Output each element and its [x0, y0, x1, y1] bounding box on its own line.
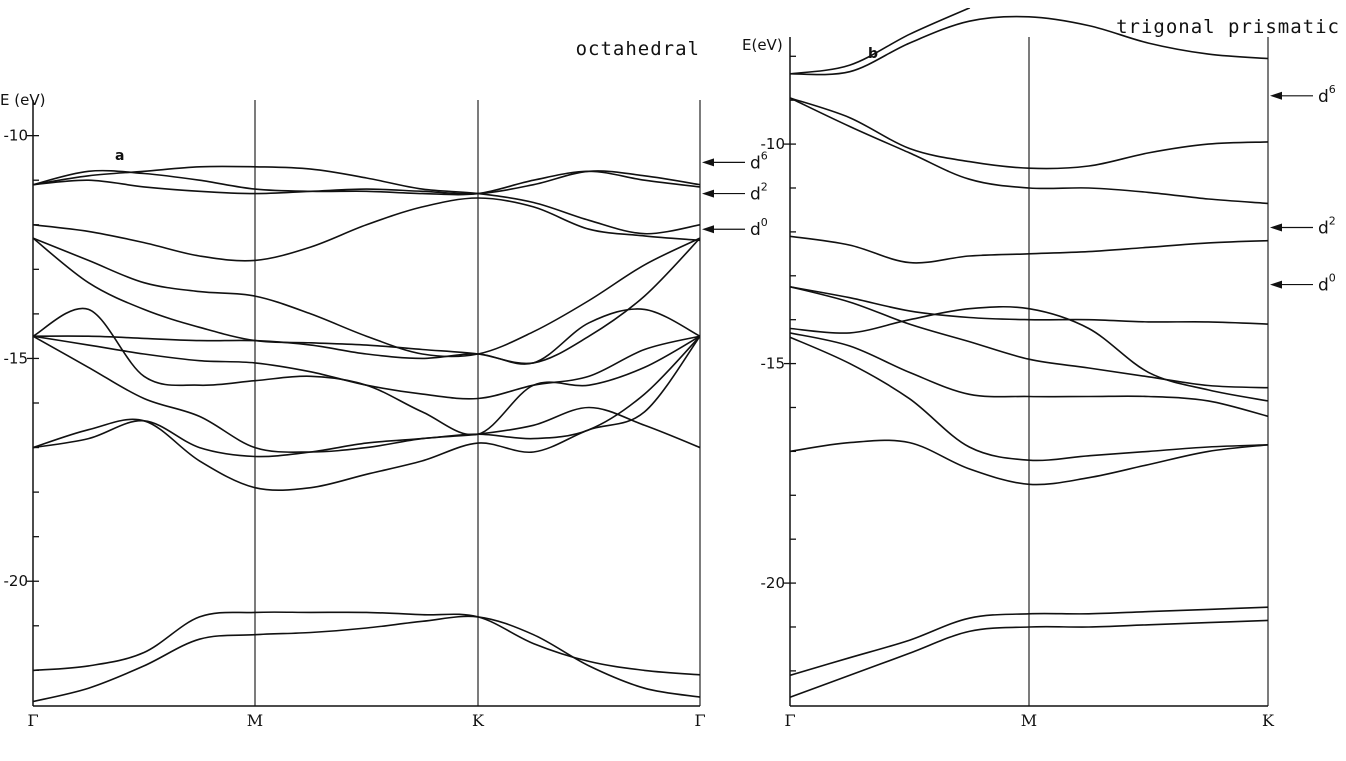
- arrow-head-icon: [1270, 280, 1282, 289]
- energy-band: [33, 308, 700, 365]
- y-axis-label: E(eV): [742, 36, 783, 54]
- energy-band: [33, 335, 700, 453]
- electron-count-label: d0: [1318, 272, 1336, 296]
- energy-band: [790, 97, 1268, 205]
- energy-band: [790, 336, 1268, 462]
- panel-title: trigonal prismatic: [1116, 16, 1340, 38]
- energy-band: [33, 615, 700, 703]
- k-point-label: M: [247, 711, 263, 730]
- y-axis-label: E (eV): [0, 91, 45, 109]
- k-point-label: Γ: [694, 711, 705, 730]
- y-tick-label: -15: [4, 349, 29, 367]
- arrow-head-icon: [702, 158, 714, 167]
- energy-band: [790, 332, 1268, 418]
- k-point-label: K: [1262, 711, 1275, 730]
- energy-band: [33, 307, 700, 436]
- energy-band: [33, 197, 700, 262]
- energy-band: [790, 235, 1268, 264]
- energy-band: [33, 237, 700, 358]
- arrow-head-icon: [702, 189, 714, 198]
- arrow-head-icon: [702, 225, 714, 234]
- energy-band: [33, 335, 700, 458]
- k-point-label: Γ: [27, 711, 38, 730]
- energy-band: [33, 165, 700, 235]
- energy-band: [33, 237, 700, 365]
- k-point-label: Γ: [784, 711, 795, 730]
- y-tick-label: -20: [4, 572, 29, 590]
- k-point-label: M: [1021, 711, 1037, 730]
- energy-band: [790, 97, 1268, 170]
- energy-band: [790, 8, 971, 75]
- k-point-label: K: [472, 711, 485, 730]
- energy-band: [790, 15, 1268, 76]
- electron-count-label: d2: [1318, 214, 1336, 238]
- arrow-head-icon: [1270, 223, 1282, 232]
- energy-band: [33, 335, 700, 492]
- energy-band: [790, 619, 1268, 698]
- energy-band: [790, 439, 1268, 486]
- electron-count-label: d0: [750, 216, 768, 240]
- electron-count-label: d6: [750, 149, 768, 173]
- energy-band: [790, 286, 1268, 389]
- energy-band: [33, 169, 700, 196]
- y-tick-label: -20: [761, 574, 786, 592]
- energy-band: [790, 606, 1268, 677]
- y-tick-label: -10: [761, 135, 786, 153]
- y-tick-label: -10: [4, 127, 29, 145]
- electron-count-label: d2: [750, 181, 768, 205]
- energy-band: [33, 611, 700, 676]
- panel-label: a: [115, 148, 124, 164]
- energy-band: [790, 286, 1268, 325]
- energy-band: [33, 170, 700, 195]
- y-tick-label: -15: [761, 355, 786, 373]
- energy-band: [790, 305, 1268, 402]
- panel-title: octahedral: [576, 38, 700, 60]
- arrow-head-icon: [1270, 91, 1282, 100]
- electron-count-label: d6: [1318, 83, 1336, 107]
